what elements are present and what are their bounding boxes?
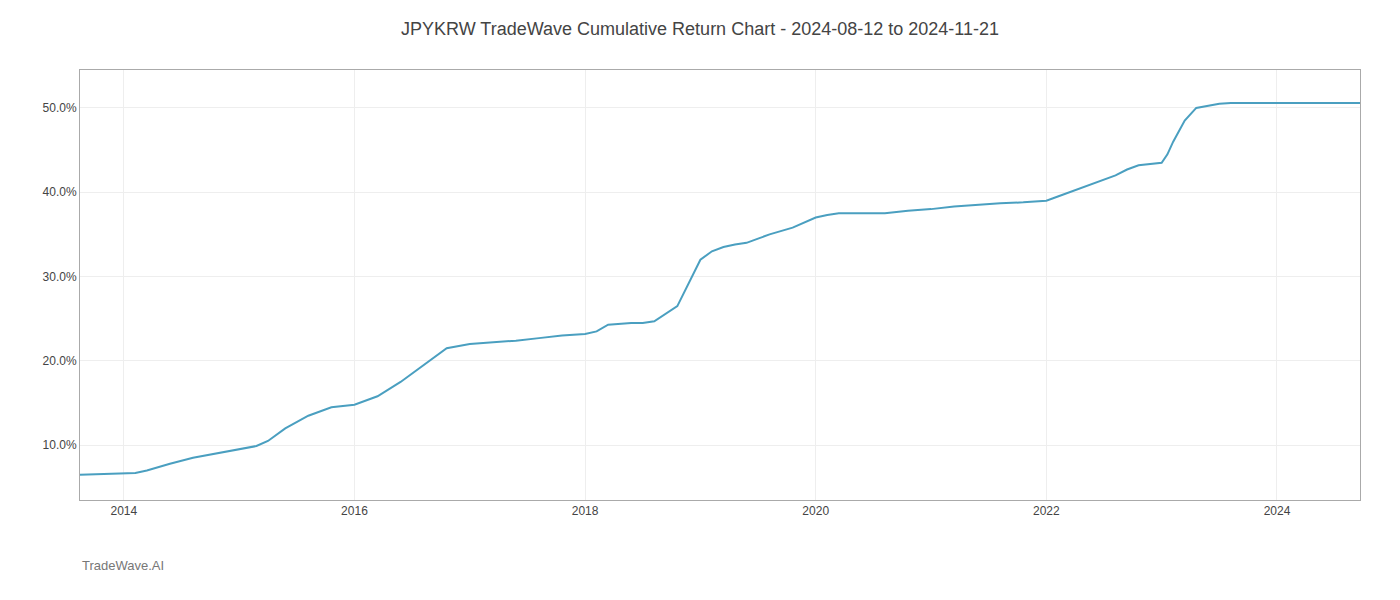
- svg-text:2014: 2014: [110, 504, 137, 518]
- svg-text:2018: 2018: [572, 504, 599, 518]
- svg-text:20.0%: 20.0%: [43, 354, 77, 368]
- svg-text:2022: 2022: [1033, 504, 1060, 518]
- svg-text:JPYKRW TradeWave Cumulative Re: JPYKRW TradeWave Cumulative Return Chart…: [401, 19, 999, 39]
- svg-text:2016: 2016: [341, 504, 368, 518]
- svg-text:50.0%: 50.0%: [43, 101, 77, 115]
- svg-text:2024: 2024: [1264, 504, 1291, 518]
- svg-text:10.0%: 10.0%: [43, 438, 77, 452]
- svg-text:30.0%: 30.0%: [43, 270, 77, 284]
- svg-text:TradeWave.AI: TradeWave.AI: [82, 558, 164, 573]
- svg-text:2020: 2020: [802, 504, 829, 518]
- svg-text:40.0%: 40.0%: [43, 185, 77, 199]
